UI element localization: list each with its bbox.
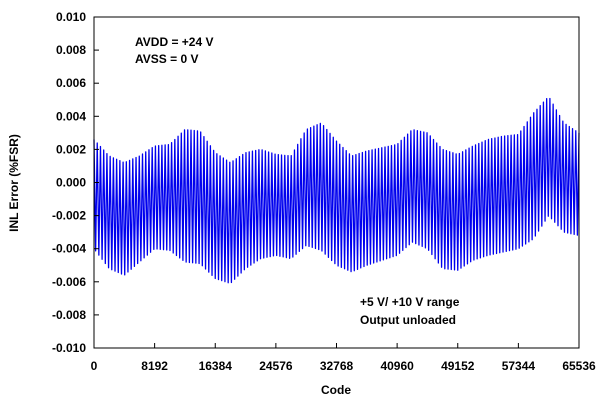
data-layer	[93, 97, 580, 284]
y-tick-label: 0.010	[56, 10, 86, 24]
y-axis-ticks: 0.010 0.008 0.006 0.004 0.002 0.000 -0.002 -0.0…	[52, 10, 99, 355]
y-tick-label: 0.002	[56, 142, 86, 156]
y-tick-label: 0.006	[56, 76, 86, 90]
annotation-avdd: AVDD = +24 V	[135, 35, 213, 49]
x-tick-label: 8192	[141, 359, 168, 373]
y-tick-label: 0.004	[56, 109, 86, 123]
y-axis-title: INL Error (%FSR)	[7, 134, 21, 232]
y-tick-label: -0.006	[52, 275, 86, 289]
x-axis-title: Code	[321, 383, 351, 397]
annotation-range: +5 V/ +10 V range	[360, 295, 460, 309]
x-tick-label: 40960	[380, 359, 414, 373]
y-tick-label: -0.010	[52, 341, 86, 355]
annotation-load: Output unloaded	[360, 313, 456, 327]
y-tick-label: -0.004	[52, 242, 86, 256]
y-tick-label: -0.008	[52, 308, 86, 322]
annotation-box-supply	[126, 30, 264, 68]
inl-error-series	[93, 97, 580, 284]
annotation-box-conditions	[350, 288, 500, 330]
x-tick-label: 32768	[320, 359, 354, 373]
y-tick-label: 0.000	[56, 176, 86, 190]
x-tick-label: 57344	[502, 359, 536, 373]
annotation-avss: AVSS = 0 V	[135, 52, 198, 66]
x-tick-label: 65536	[562, 359, 596, 373]
x-axis-ticks: 0 8192 16384 24576 32768 40960 49152 57344 65536	[91, 343, 596, 373]
y-tick-label: -0.002	[52, 209, 86, 223]
x-tick-label: 16384	[199, 359, 233, 373]
x-tick-label: 0	[91, 359, 98, 373]
y-tick-label: 0.008	[56, 43, 86, 57]
x-tick-label: 49152	[441, 359, 475, 373]
x-tick-label: 24576	[259, 359, 293, 373]
